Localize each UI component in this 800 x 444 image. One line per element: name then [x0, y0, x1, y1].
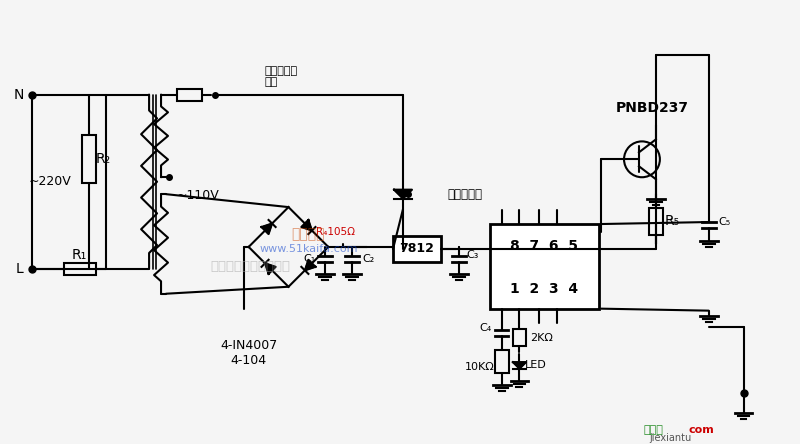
Text: R₁: R₁: [72, 248, 87, 262]
Bar: [393, 236, 441, 262]
Text: ~220V: ~220V: [28, 174, 71, 188]
Bar: [490, 224, 599, 309]
Text: www.51kaifa.com: www.51kaifa.com: [259, 244, 358, 254]
Text: R₄105Ω: R₄105Ω: [316, 227, 354, 237]
Text: 7812: 7812: [399, 242, 434, 255]
Text: 杭州路普科技有限公司: 杭州路普科技有限公司: [210, 260, 290, 274]
Text: 10KΩ: 10KΩ: [465, 362, 494, 373]
Text: 接线图: 接线图: [644, 425, 664, 435]
Polygon shape: [265, 263, 276, 274]
Text: 无锡电子: 无锡电子: [292, 227, 325, 241]
Text: ~110V: ~110V: [177, 189, 220, 202]
Text: R₂: R₂: [96, 152, 111, 166]
Text: LED: LED: [525, 361, 546, 370]
Text: 红外传感器
电源: 红外传感器 电源: [265, 66, 298, 87]
Text: 控制电磁阀: 控制电磁阀: [448, 188, 482, 201]
Text: C₄: C₄: [479, 323, 492, 333]
Text: 8  7  6  5: 8 7 6 5: [510, 239, 578, 253]
Bar: [64, 263, 96, 275]
Bar: [494, 350, 509, 373]
Text: 1  2  3  4: 1 2 3 4: [510, 282, 578, 296]
Text: PNBD237: PNBD237: [615, 100, 689, 115]
Text: R₅: R₅: [664, 214, 679, 228]
Text: N: N: [14, 87, 24, 102]
Polygon shape: [302, 220, 312, 230]
Polygon shape: [305, 260, 315, 270]
Text: C₅: C₅: [718, 217, 730, 227]
Text: C₃: C₃: [466, 250, 479, 260]
Bar: [649, 208, 663, 235]
Text: C₂: C₂: [362, 254, 374, 264]
Text: C₁: C₁: [303, 254, 315, 264]
Text: com: com: [689, 425, 714, 435]
Polygon shape: [394, 190, 412, 198]
Text: jiexiantu: jiexiantu: [650, 433, 692, 443]
Text: L: L: [16, 262, 24, 276]
Text: 2KΩ: 2KΩ: [530, 333, 553, 342]
Text: 4-IN4007
4-104: 4-IN4007 4-104: [220, 340, 278, 368]
Bar: [178, 89, 202, 100]
Polygon shape: [513, 362, 526, 369]
Polygon shape: [262, 223, 272, 234]
Bar: [513, 329, 526, 346]
Bar: [82, 135, 96, 183]
